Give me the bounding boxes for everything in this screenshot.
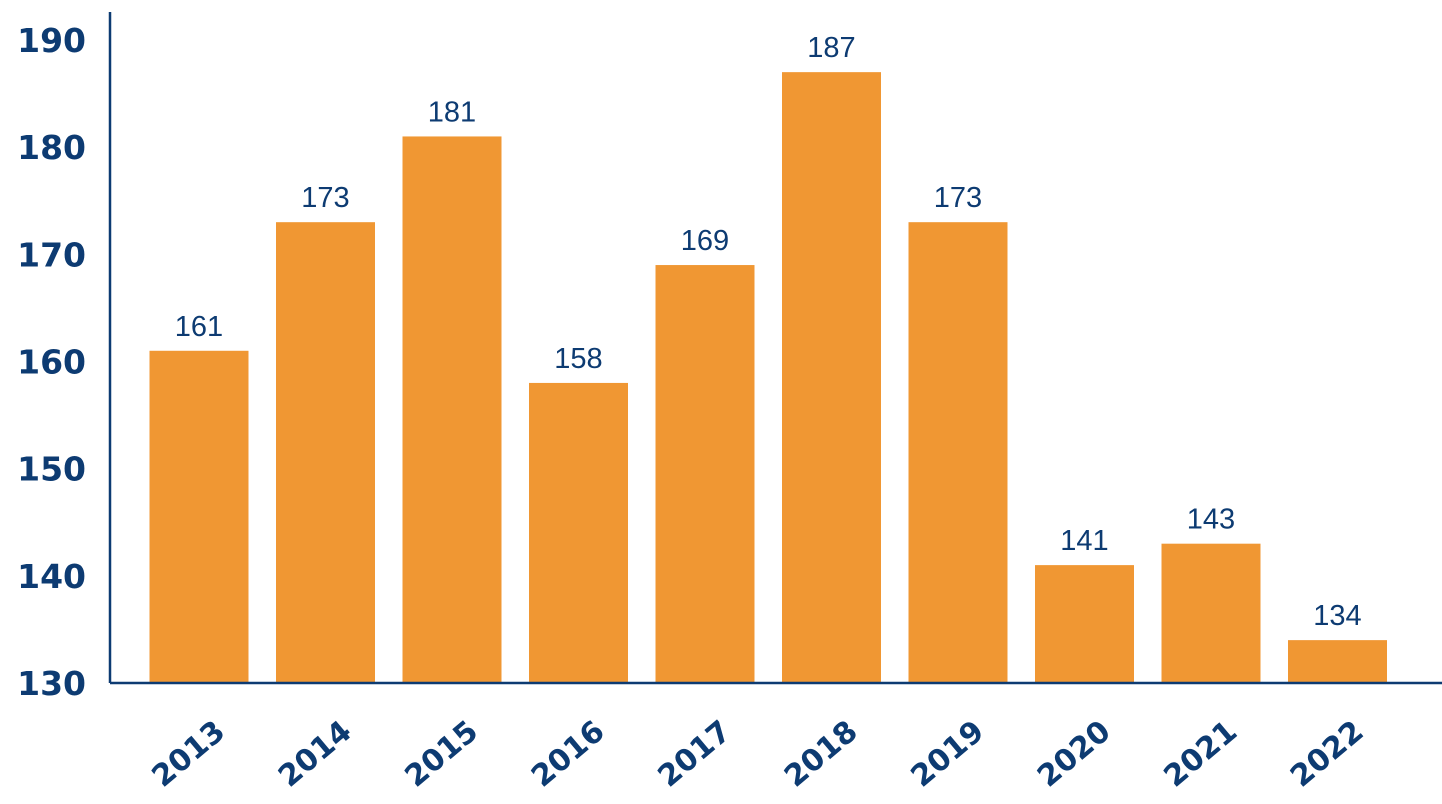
y-tick-label-160: 160 [17,343,86,382]
data-label-2016: 158 [554,343,602,375]
y-tick-label-130: 130 [17,664,86,703]
x-tick-label-2014: 2014 [272,714,358,794]
x-tick-label-2020: 2020 [1031,714,1117,794]
data-label-2020: 141 [1060,525,1108,557]
x-tick-label-2019: 2019 [905,714,991,794]
data-label-2018: 187 [807,32,855,64]
bar-2017 [655,265,755,683]
data-label-2013: 161 [175,311,223,343]
bars-group [149,72,1387,683]
y-tick-label-170: 170 [17,235,86,274]
bar-2018 [782,72,881,683]
data-label-2015: 181 [428,96,476,128]
x-axis-ticks: 2013 2014 2015 2016 2017 2018 2019 2020 2021 2022 [146,714,1371,794]
x-tick-label-2022: 2022 [1284,714,1370,794]
bar-2016 [529,382,628,683]
x-tick-label-2013: 2013 [146,714,232,794]
y-tick-label-140: 140 [17,557,86,596]
data-label-2021: 143 [1187,504,1235,536]
y-axis-ticks: 130 140 150 160 170 180 190 [17,21,86,703]
x-tick-label-2017: 2017 [652,714,738,794]
y-tick-label-190: 190 [17,21,86,60]
bar-2021 [1161,543,1261,683]
bar-2014 [276,222,375,683]
y-tick-label-150: 150 [17,450,86,489]
bar-2022 [1288,640,1387,683]
data-label-2019: 173 [934,182,982,214]
data-label-2022: 134 [1313,600,1361,632]
x-tick-label-2016: 2016 [525,714,611,794]
data-labels-group: 161 173 181 158 169 187 173 141 143 134 [175,32,1362,632]
data-label-2017: 169 [681,225,729,257]
y-tick-label-180: 180 [17,128,86,167]
bar-2019 [908,222,1008,683]
x-tick-label-2018: 2018 [778,714,864,794]
x-tick-label-2015: 2015 [399,714,485,794]
data-label-2014: 173 [301,182,349,214]
bar-2020 [1035,565,1134,683]
bar-2015 [402,136,502,683]
bar-2013 [149,350,249,683]
x-tick-label-2021: 2021 [1158,714,1244,794]
